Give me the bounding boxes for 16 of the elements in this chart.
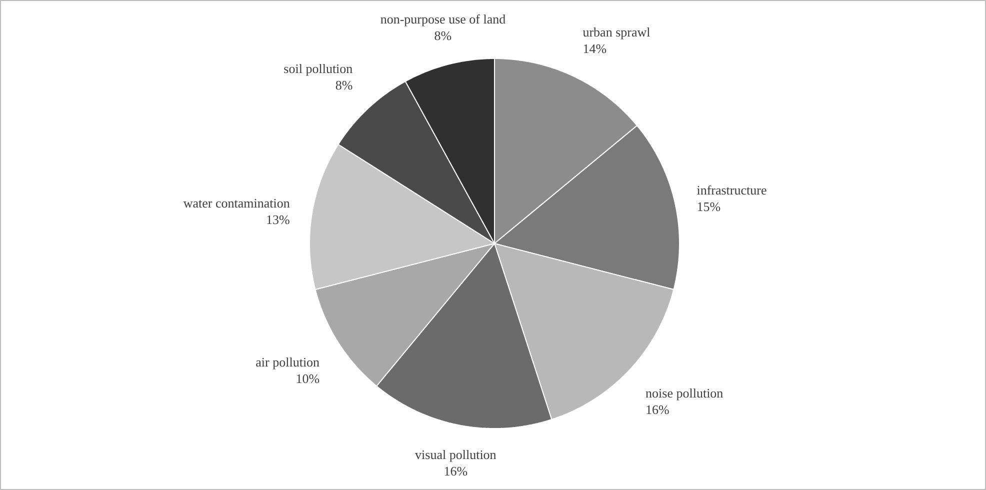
slice-label: soil pollution — [284, 60, 354, 76]
data-label: 16% — [646, 402, 670, 417]
data-label: 10% — [296, 371, 320, 386]
slice-label: water contamination — [183, 195, 290, 210]
slice-label: infrastructure — [696, 182, 767, 198]
data-label: 15% — [696, 199, 721, 214]
slice-label: noise pollution — [646, 385, 724, 400]
slice-label: urban sprawl — [582, 24, 651, 40]
slice-label: non-purpose use of land — [380, 11, 506, 26]
data-label: 8% — [434, 28, 452, 43]
slice-label: air pollution — [256, 354, 320, 370]
data-label: 8% — [335, 77, 353, 92]
slice-label: visual pollution — [415, 447, 497, 462]
data-label: 14% — [582, 41, 607, 56]
data-label: 13% — [266, 212, 290, 227]
data-label: 16% — [444, 464, 468, 479]
